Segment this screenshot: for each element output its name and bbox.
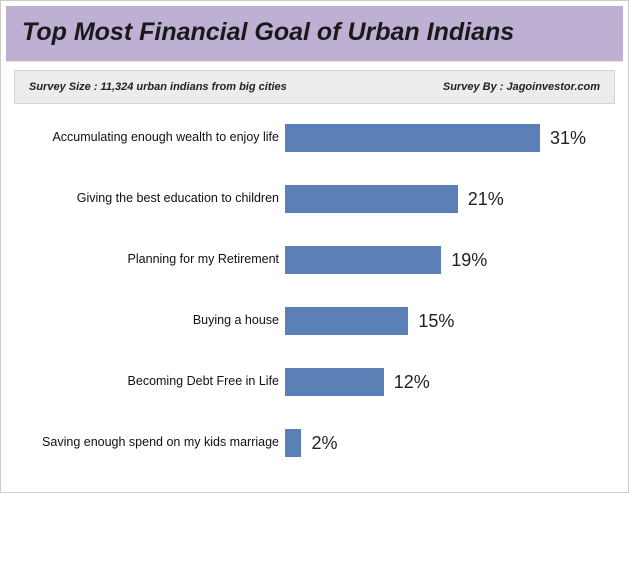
- bar-wrap: 31%: [285, 124, 609, 152]
- chart-container: Top Most Financial Goal of Urban Indians…: [0, 0, 629, 493]
- survey-by-label: Survey By : Jagoinvestor.com: [443, 81, 600, 93]
- bar: [285, 185, 458, 213]
- bar-row: Giving the best education to children 21…: [20, 185, 609, 213]
- bar: [285, 307, 408, 335]
- bar-value: 15%: [418, 311, 454, 332]
- bar-label: Giving the best education to children: [20, 191, 285, 207]
- bar: [285, 124, 540, 152]
- bar-wrap: 19%: [285, 246, 609, 274]
- bar-wrap: 15%: [285, 307, 609, 335]
- title-bar: Top Most Financial Goal of Urban Indians: [6, 6, 623, 62]
- bar-row: Accumulating enough wealth to enjoy life…: [20, 124, 609, 152]
- bar-value: 21%: [468, 189, 504, 210]
- bar: [285, 368, 384, 396]
- survey-size-label: Survey Size : 11,324 urban indians from …: [29, 81, 287, 93]
- chart-area: Accumulating enough wealth to enjoy life…: [6, 110, 623, 487]
- bar: [285, 246, 441, 274]
- bar-value: 2%: [311, 433, 337, 454]
- bar-wrap: 2%: [285, 429, 609, 457]
- bar-wrap: 12%: [285, 368, 609, 396]
- bar-value: 12%: [394, 372, 430, 393]
- bar-label: Buying a house: [20, 313, 285, 329]
- bar-label: Saving enough spend on my kids marriage: [20, 435, 285, 451]
- bar: [285, 429, 301, 457]
- chart-title: Top Most Financial Goal of Urban Indians: [22, 18, 607, 47]
- bar-row: Buying a house 15%: [20, 307, 609, 335]
- bar-row: Planning for my Retirement 19%: [20, 246, 609, 274]
- bar-label: Planning for my Retirement: [20, 252, 285, 268]
- bar-wrap: 21%: [285, 185, 609, 213]
- bar-row: Becoming Debt Free in Life 12%: [20, 368, 609, 396]
- bar-label: Becoming Debt Free in Life: [20, 374, 285, 390]
- bar-value: 31%: [550, 128, 586, 149]
- bar-row: Saving enough spend on my kids marriage …: [20, 429, 609, 457]
- bar-label: Accumulating enough wealth to enjoy life: [20, 130, 285, 146]
- bar-value: 19%: [451, 250, 487, 271]
- meta-bar: Survey Size : 11,324 urban indians from …: [14, 70, 615, 104]
